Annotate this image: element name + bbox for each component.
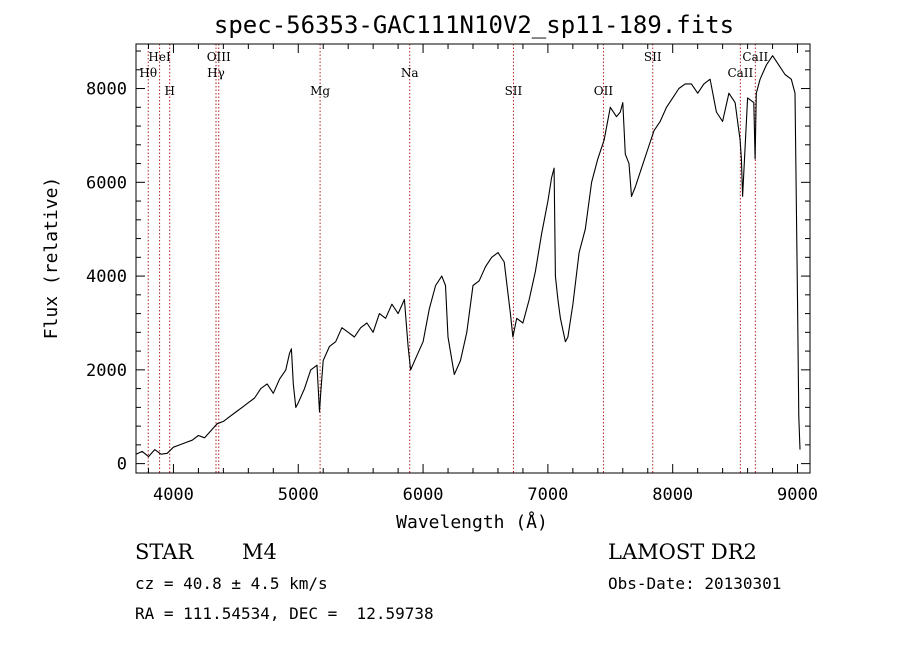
spectrum-series [135, 55, 801, 458]
line-label-2: H [164, 84, 174, 98]
plot-frame [135, 43, 811, 474]
x-tick-label-6000: 6000 [403, 485, 444, 505]
line-label-1: HeI [148, 50, 171, 64]
y-tick-label-8000: 8000 [86, 80, 127, 100]
line-label-4: Hγ [207, 66, 225, 80]
y-tick-label-6000: 6000 [86, 173, 127, 193]
spectral-subclass: M4 [242, 540, 277, 564]
obs-date-text: Obs-Date: 20130301 [608, 574, 782, 593]
y-tick-label-0: 0 [117, 455, 127, 475]
line-label-6: Na [401, 66, 419, 80]
chart-title: spec-56353-GAC111N10V2_sp11-189.fits [214, 11, 734, 39]
emission-line-markers [147, 44, 756, 473]
object-type: STAR [135, 540, 194, 564]
line-label-9: SII [644, 50, 662, 64]
y-axis-label: Flux (relative) [41, 177, 62, 340]
line-label-10: CaII [727, 66, 753, 80]
y-tick-label-4000: 4000 [86, 267, 127, 287]
x-tick-label-7000: 7000 [527, 485, 568, 505]
x-tick-label-9000: 9000 [777, 485, 818, 505]
line-label-8: OII [594, 84, 614, 98]
y-axis-ticks: 0 2000 4000 6000 8000 [86, 50, 810, 475]
redshift-text: cz = 40.8 ± 4.5 km/s [135, 574, 328, 593]
line-label-7: SII [505, 84, 523, 98]
line-label-0: Hθ [139, 66, 157, 80]
x-tick-label-4000: 4000 [153, 485, 194, 505]
coordinates-text: RA = 111.54534, DEC = 12.59738 [135, 604, 434, 623]
x-tick-label-8000: 8000 [652, 485, 693, 505]
line-label-5: Mg [310, 84, 330, 98]
line-label-3: OIII [207, 50, 231, 64]
spectrum-line-0 [135, 55, 801, 458]
survey-name: LAMOST DR2 [608, 540, 757, 564]
line-label-11: CaII [742, 50, 768, 64]
x-axis-label: Wavelength (Å) [396, 511, 548, 533]
x-axis-ticks: 4000 5000 6000 7000 8000 9000 [147, 44, 818, 505]
y-tick-label-2000: 2000 [86, 361, 127, 381]
x-tick-label-5000: 5000 [278, 485, 319, 505]
emission-line-labels: Hθ HeI H OIII Hγ Mg Na SII OII SII CaII CaII [139, 50, 768, 98]
